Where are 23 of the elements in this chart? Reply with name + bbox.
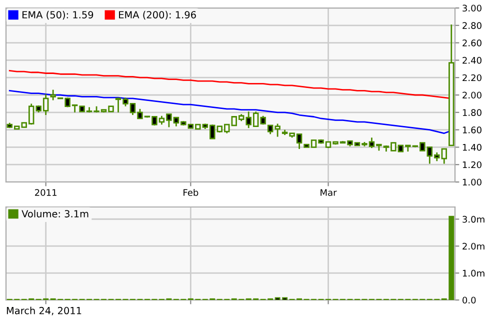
x-tick-label: Mar	[320, 189, 337, 196]
y-tick-label: 1.20	[462, 161, 482, 168]
legend-label: EMA (200): 1.96	[119, 10, 196, 20]
y-tick-label: 1.0m	[462, 270, 484, 277]
y-tick-label: 2.00	[462, 92, 482, 99]
y-tick-label: 2.80	[462, 22, 482, 29]
y-tick-label: 1.40	[462, 144, 482, 151]
x-tick-label: 2011	[35, 189, 56, 196]
y-tick-label: 2.20	[462, 74, 482, 82]
y-tick-label: 1.80	[462, 109, 482, 116]
y-tick-label: 2.40	[462, 56, 482, 64]
y-tick-label: 1.60	[462, 126, 482, 134]
y-tick-label: 2.60	[462, 40, 482, 46]
candlestick	[50, 89, 56, 101]
legend-label: Volume: 3.1m	[22, 210, 88, 218]
y-tick-label: 3.0m	[462, 216, 484, 223]
y-tick-label: 3.00	[462, 4, 482, 12]
legend-label: EMA (50): 1.59	[22, 10, 94, 20]
y-tick-label: 1.00	[462, 178, 482, 186]
y-tick-label: 2.0m	[462, 242, 484, 250]
y-tick-label: 0.0	[462, 296, 476, 304]
x-tick-label: Feb	[184, 188, 198, 196]
text: March 24, 2011	[6, 306, 82, 316]
